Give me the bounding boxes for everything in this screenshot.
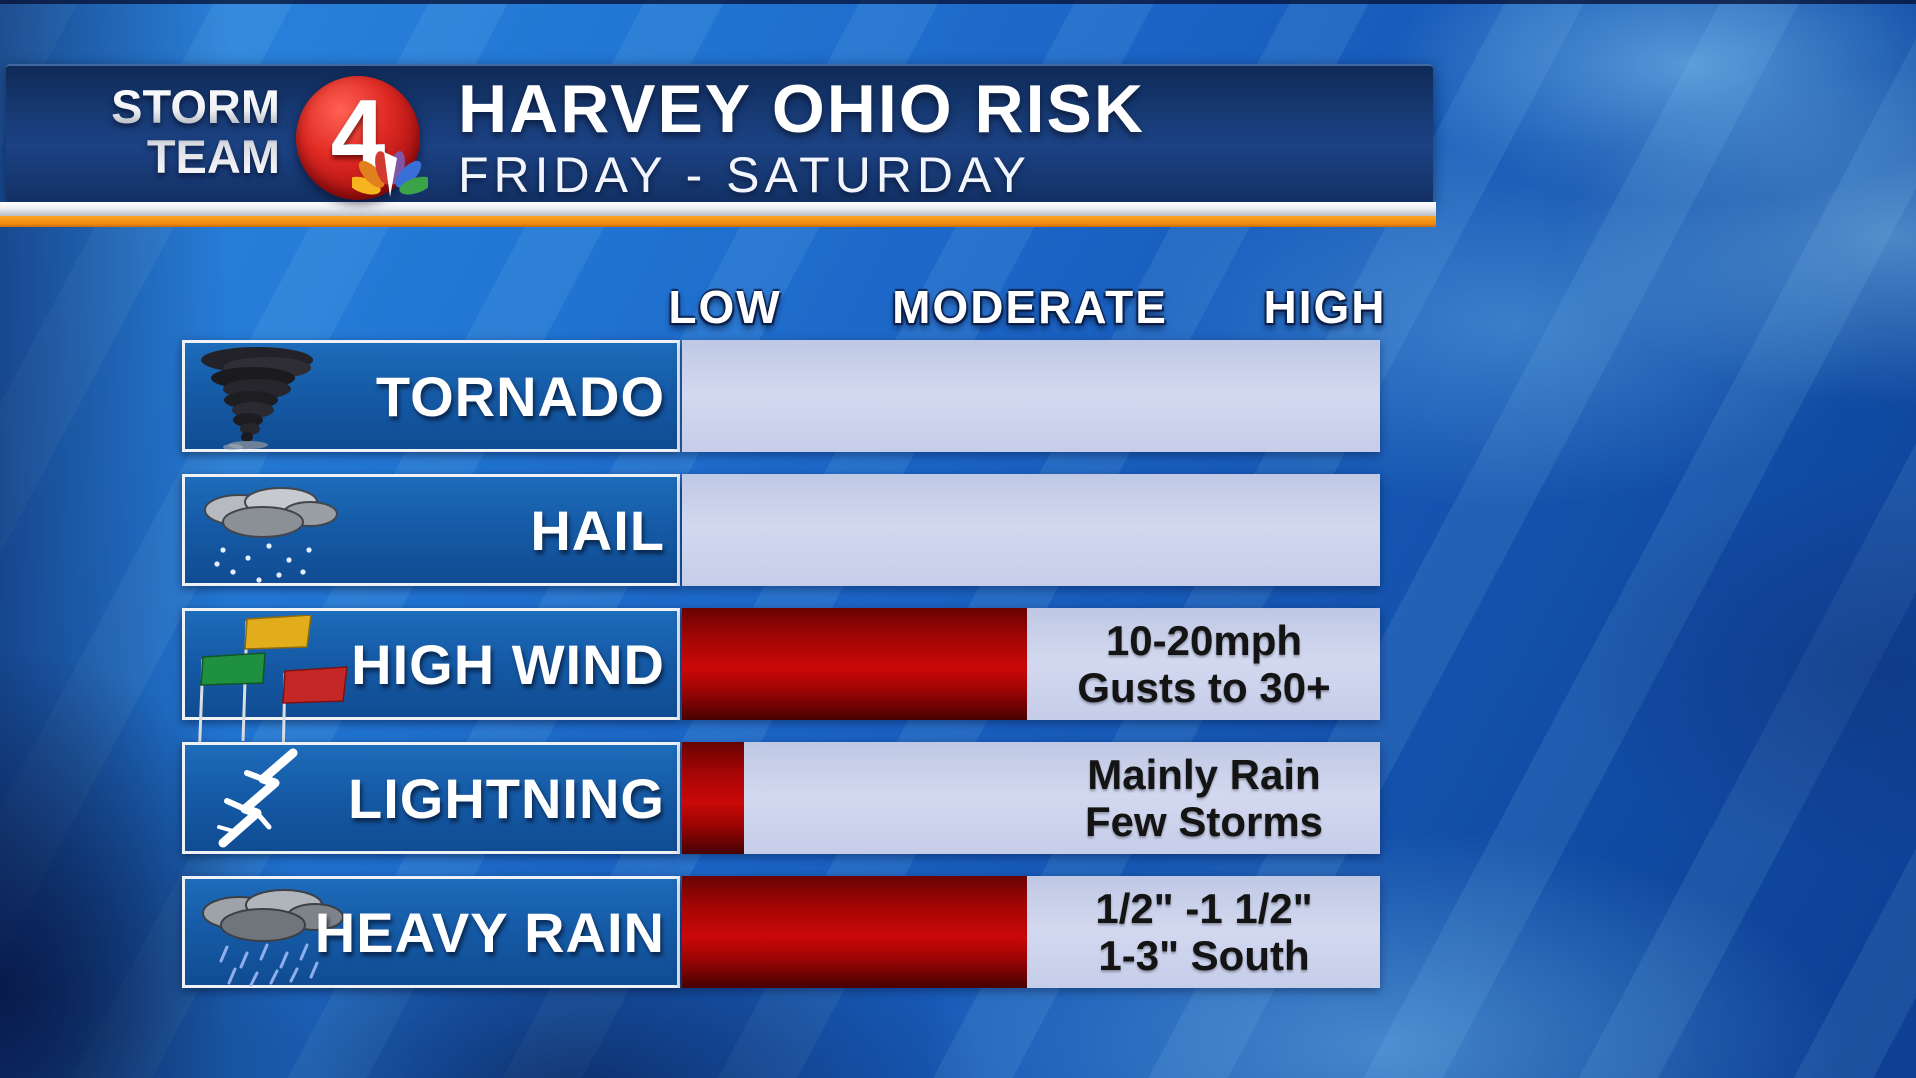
row-label-box: HAIL (182, 474, 680, 586)
storm-team-logo: STORM TEAM (88, 82, 280, 182)
note-line-2: Few Storms (1084, 798, 1324, 845)
header-stripe-orange (0, 216, 1436, 227)
row-label-box: HEAVY RAIN (182, 876, 680, 988)
risk-note (1028, 340, 1380, 452)
row-label: TORNADO (375, 364, 665, 428)
risk-track (682, 474, 1380, 586)
page-subtitle: FRIDAY - SATURDAY (458, 147, 1032, 203)
header-stripe-white (0, 202, 1436, 216)
note-line-1: 1/2" -1 1/2" (1095, 884, 1313, 932)
risk-note: 10-20mph Gusts to 30+ (1028, 608, 1380, 720)
risk-bar (682, 742, 744, 854)
scale-label-moderate: MODERATE (892, 281, 1168, 333)
row-label: HEAVY RAIN (314, 900, 665, 964)
risk-track: 1/2" -1 1/2" 1-3" South (682, 876, 1380, 988)
row-label: LIGHTNING (348, 766, 665, 830)
risk-note (1028, 474, 1380, 586)
note-line-2: 1-3" South (1098, 932, 1310, 979)
risk-track: 10-20mph Gusts to 30+ (682, 608, 1380, 720)
logo-line1: STORM (111, 80, 280, 133)
row-label: HIGH WIND (351, 632, 665, 696)
risk-row-tornado: TORNADO (182, 340, 1380, 452)
row-label-box: LIGHTNING (182, 742, 680, 854)
background-top-line (0, 0, 1916, 4)
risk-row-heavy-rain: HEAVY RAIN 1/2" -1 1/2" 1-3" South (182, 876, 1380, 988)
risk-track: Mainly Rain Few Storms (682, 742, 1380, 854)
risk-note: Mainly Rain Few Storms (1028, 742, 1380, 854)
row-label-box: HIGH WIND (182, 608, 680, 762)
risk-bar (682, 876, 1027, 988)
risk-row-hail: HAIL (182, 474, 1380, 586)
risk-note: 1/2" -1 1/2" 1-3" South (1028, 876, 1380, 988)
scale-label-low: LOW (668, 281, 782, 333)
risk-row-high-wind: HIGH WIND 10-20mph Gusts to 30+ (182, 608, 1380, 762)
header-banner (6, 64, 1433, 204)
risk-row-lightning: LIGHTNING Mainly Rain Few Storms (182, 742, 1380, 854)
note-line-1: 10-20mph (1105, 616, 1303, 664)
logo-line2: TEAM (146, 130, 280, 183)
note-line-1: Mainly Rain (1087, 750, 1321, 798)
row-label-box: TORNADO (182, 340, 680, 452)
risk-bar (682, 608, 1027, 720)
note-line-2: Gusts to 30+ (1077, 664, 1331, 711)
risk-track (682, 340, 1380, 452)
nbc-peacock-icon (352, 151, 428, 197)
page-title: HARVEY OHIO RISK (458, 71, 1145, 147)
row-label: HAIL (530, 498, 665, 562)
scale-label-high: HIGH (1263, 281, 1387, 333)
